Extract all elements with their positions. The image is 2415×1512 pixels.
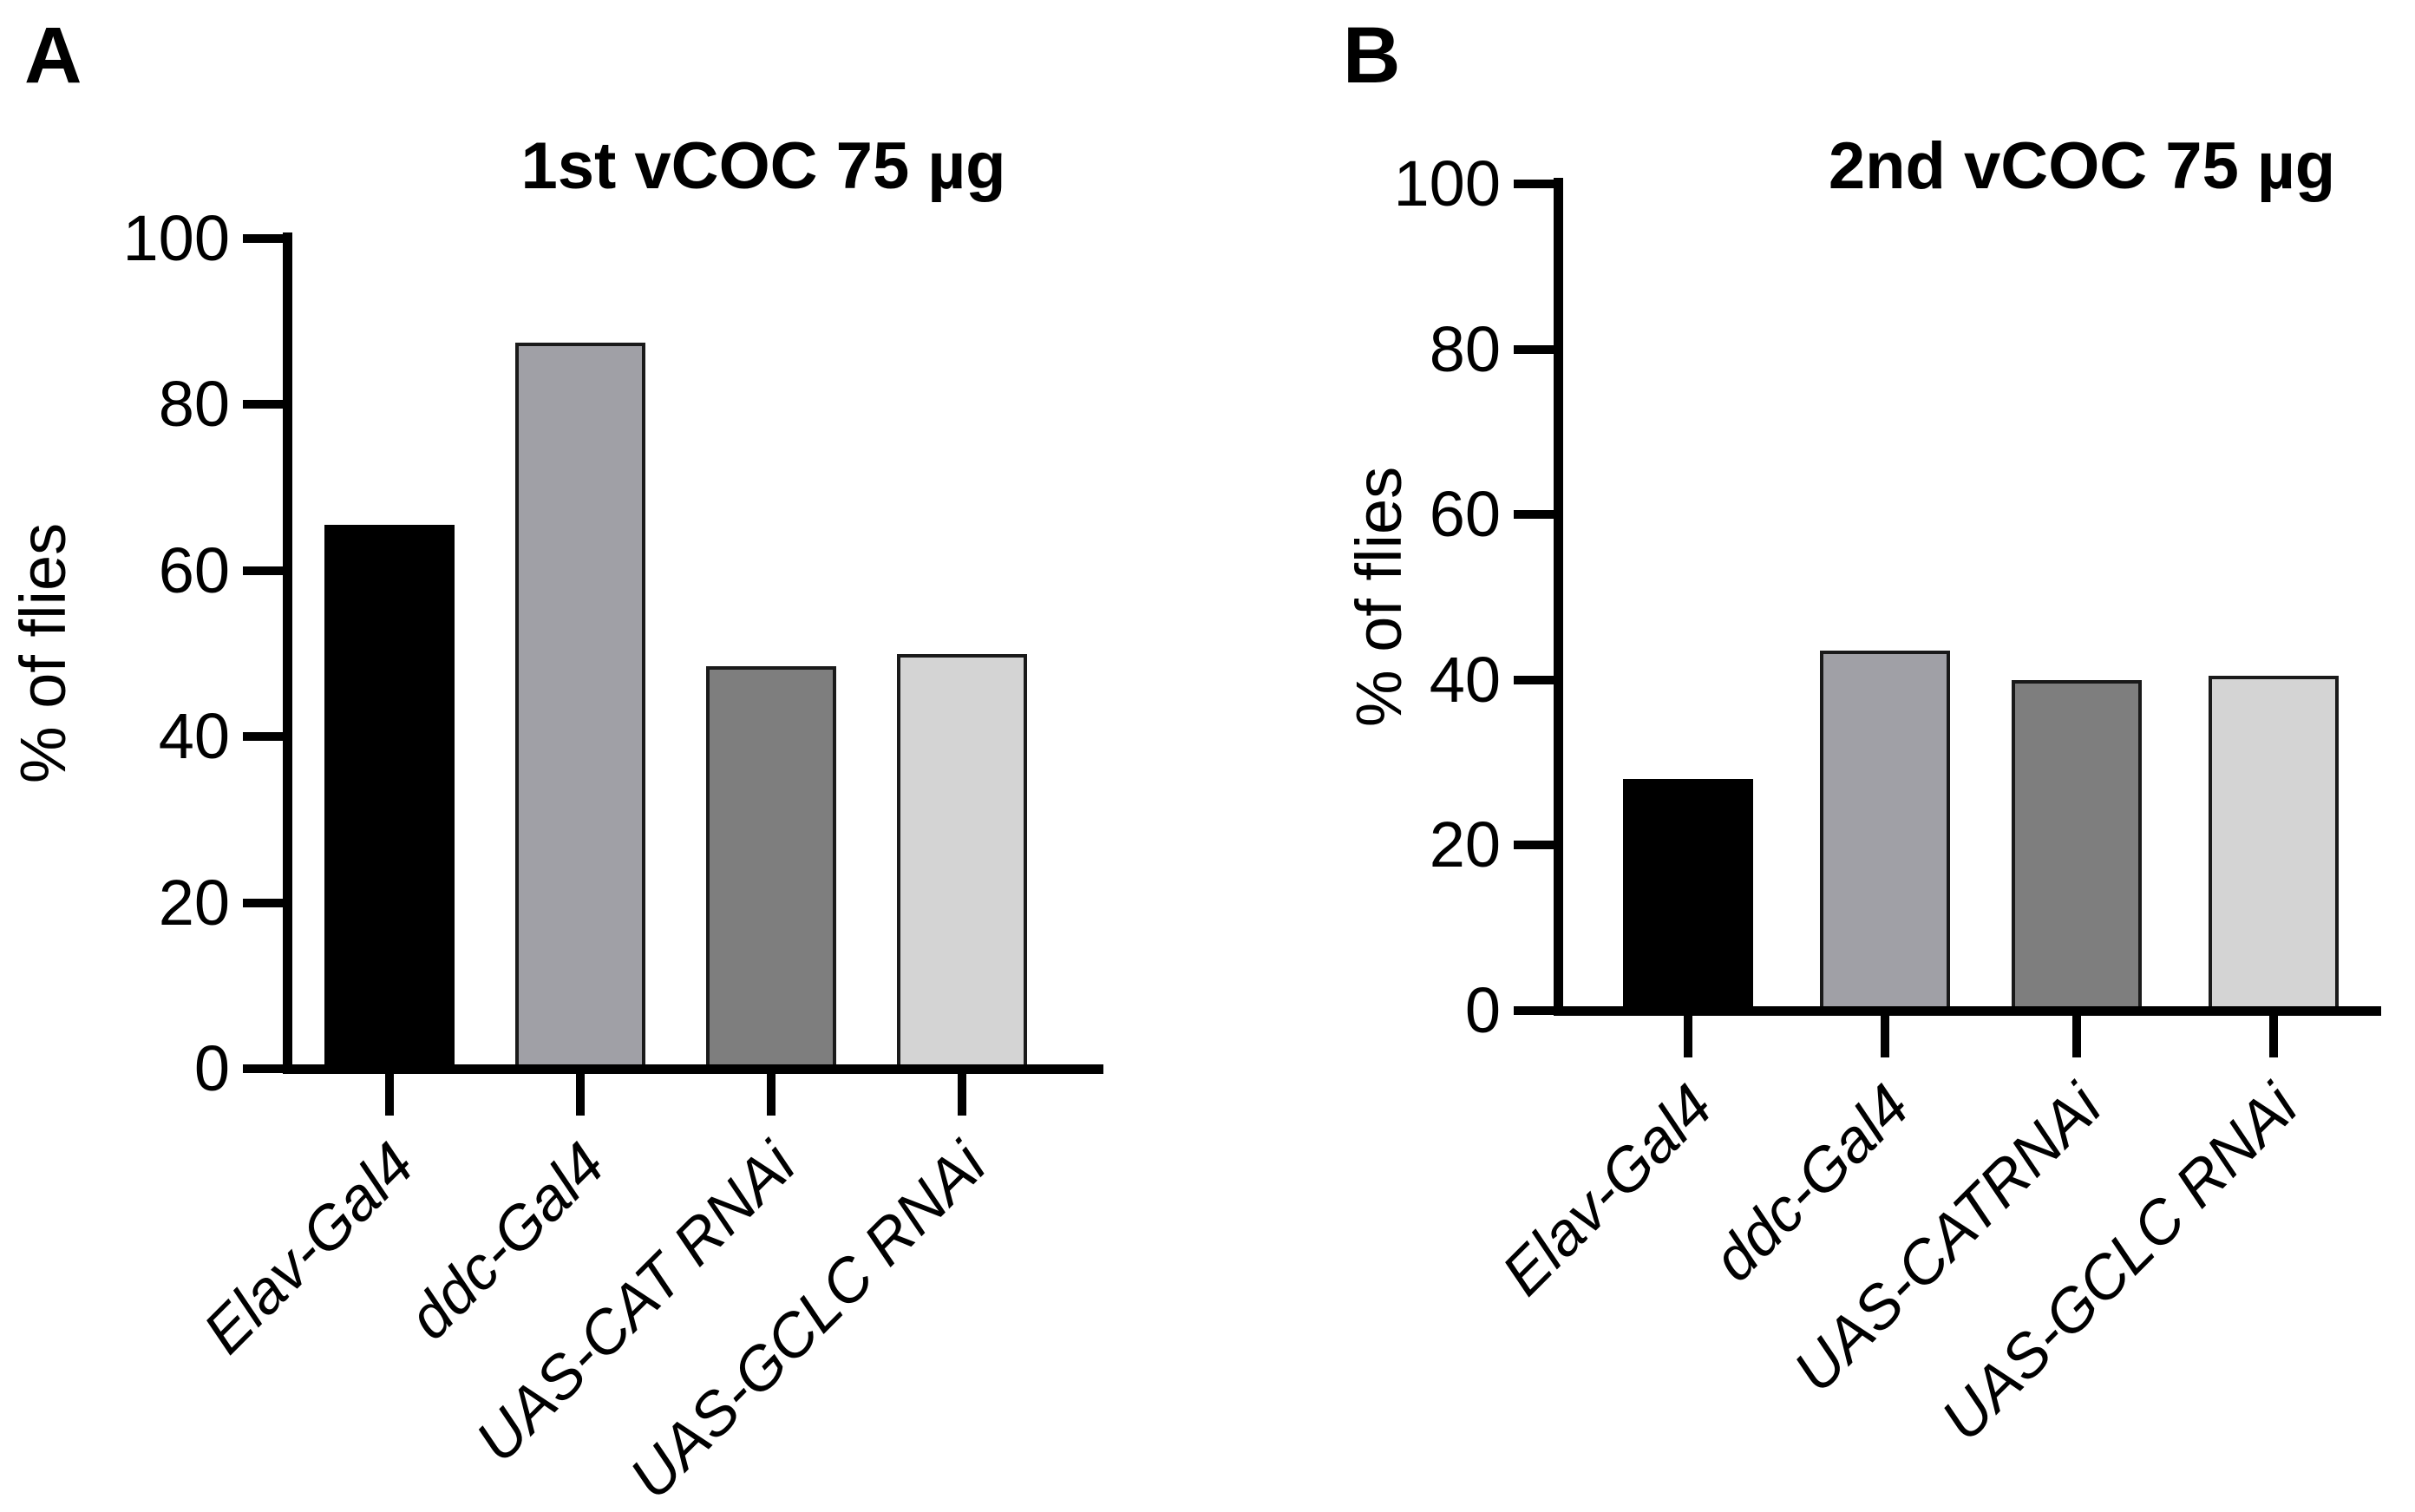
panel-b-letter: B (1343, 11, 1401, 100)
y-tick-label: 0 (1464, 974, 1501, 1046)
y-tick-label: 60 (1429, 478, 1501, 551)
x-category-label: UAS-CAT RNAi (462, 1129, 808, 1476)
y-tick-label: 100 (1393, 147, 1501, 219)
y-tick (1514, 180, 1554, 188)
y-tick-label: 0 (193, 1032, 230, 1104)
x-tick (2269, 1016, 2278, 1057)
panel-b-title: 2nd vCOC 75 µg (1828, 129, 2336, 203)
y-tick (1514, 675, 1554, 684)
y-tick (1514, 510, 1554, 520)
x-tick (576, 1074, 585, 1116)
panel-b-y-axis-label: % of flies (1343, 466, 1415, 728)
y-axis-line (283, 232, 292, 1074)
x-tick (2072, 1016, 2081, 1057)
panel-a-title: 1st vCOC 75 µg (520, 129, 1006, 203)
x-category-label: UAS-GCLC RNAi (1928, 1071, 2311, 1454)
y-tick (243, 1064, 283, 1073)
x-tick (385, 1074, 394, 1116)
x-tick (958, 1074, 966, 1116)
x-tick (1881, 1016, 1889, 1057)
y-tick (1514, 344, 1554, 354)
bar-ddc-Gal4 (515, 342, 645, 1069)
bar-Elav-Gal4 (324, 525, 455, 1069)
y-tick-label: 60 (158, 533, 230, 606)
y-tick-label: 20 (158, 866, 230, 939)
y-tick (1514, 1006, 1554, 1015)
y-tick-label: 80 (1429, 312, 1501, 385)
x-category-label: Elav-Gal4 (190, 1129, 427, 1366)
bar-UAS-CAT RNAi (706, 665, 836, 1069)
y-tick-label: 40 (1429, 643, 1501, 716)
bar-UAS-GCLC RNAi (2209, 676, 2339, 1011)
y-tick-label: 40 (158, 700, 230, 773)
x-tick (767, 1074, 776, 1116)
y-tick-label: 100 (122, 202, 230, 274)
y-tick (243, 898, 283, 907)
panel-a-letter: A (24, 11, 82, 100)
bar-UAS-GCLC RNAi (897, 653, 1027, 1069)
bar-UAS-CATRNAi (2012, 679, 2142, 1011)
x-tick (1684, 1016, 1692, 1057)
y-tick (243, 400, 283, 409)
y-tick-label: 80 (158, 368, 230, 441)
y-tick (1514, 841, 1554, 850)
bar-Elav-Gal4 (1623, 779, 1753, 1011)
y-tick (243, 732, 283, 742)
y-axis-line (1554, 178, 1563, 1016)
panel-a-y-axis-label: % of flies (7, 522, 79, 784)
y-tick (243, 566, 283, 575)
y-tick (243, 234, 283, 243)
x-axis-line (1554, 1006, 2381, 1016)
x-category-label: Elav-Gal4 (1489, 1071, 1725, 1308)
x-category-label: UAS-GCLC RNAi (617, 1129, 999, 1512)
y-tick-label: 20 (1429, 808, 1501, 881)
x-axis-line (283, 1064, 1103, 1074)
bar-ddc-Gal4 (1820, 651, 1950, 1011)
